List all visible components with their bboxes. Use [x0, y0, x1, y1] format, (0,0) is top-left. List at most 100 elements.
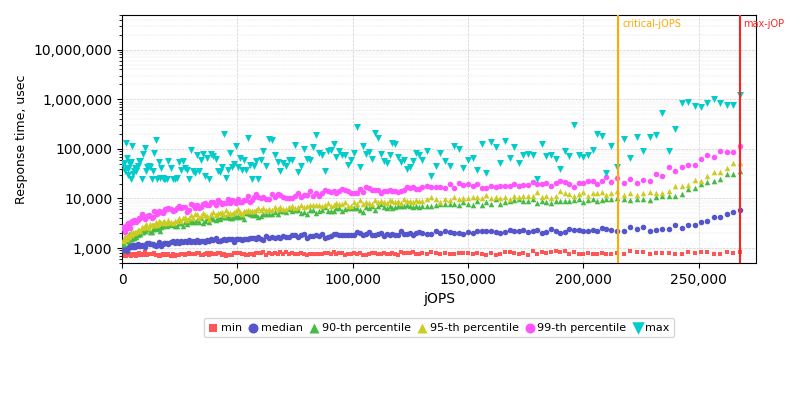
median: [155, 242, 168, 249]
90-th percentile: [656, 192, 669, 199]
90-th percentile: [122, 238, 134, 244]
median: [182, 236, 195, 243]
99-th percentile: [259, 196, 272, 202]
min: [154, 253, 166, 259]
90-th percentile: [582, 197, 594, 203]
max: [150, 137, 162, 144]
median: [618, 228, 630, 234]
90-th percentile: [144, 229, 157, 235]
95-th percentile: [262, 206, 275, 212]
median: [401, 231, 414, 238]
90-th percentile: [682, 186, 694, 192]
min: [207, 251, 220, 257]
90-th percentile: [480, 199, 493, 205]
min: [624, 248, 637, 255]
min: [277, 251, 290, 257]
95-th percentile: [600, 192, 613, 198]
99-th percentile: [498, 183, 511, 189]
min: [131, 252, 144, 258]
90-th percentile: [199, 218, 212, 224]
95-th percentile: [148, 222, 161, 228]
90-th percentile: [123, 234, 136, 240]
95-th percentile: [121, 236, 134, 243]
max: [197, 150, 210, 157]
99-th percentile: [526, 179, 539, 185]
max: [526, 152, 539, 158]
median: [240, 235, 253, 242]
99-th percentile: [209, 202, 222, 208]
99-th percentile: [252, 194, 265, 201]
95-th percentile: [248, 208, 261, 214]
90-th percentile: [415, 203, 428, 209]
99-th percentile: [219, 200, 232, 206]
min: [123, 251, 136, 257]
99-th percentile: [374, 190, 387, 196]
90-th percentile: [207, 216, 220, 222]
95-th percentile: [404, 198, 417, 204]
median: [148, 242, 161, 248]
90-th percentile: [172, 220, 185, 226]
median: [395, 228, 408, 234]
median: [734, 207, 746, 214]
99-th percentile: [586, 178, 599, 184]
95-th percentile: [339, 198, 352, 205]
95-th percentile: [181, 217, 194, 223]
median: [348, 232, 361, 238]
99-th percentile: [199, 200, 212, 206]
min: [701, 249, 714, 255]
99-th percentile: [190, 201, 203, 208]
90-th percentile: [119, 238, 132, 244]
min: [656, 250, 669, 256]
90-th percentile: [462, 201, 474, 208]
min: [219, 253, 232, 259]
median: [386, 230, 399, 237]
99-th percentile: [310, 190, 322, 196]
median: [443, 229, 456, 235]
90-th percentile: [611, 194, 624, 201]
max: [242, 135, 254, 142]
99-th percentile: [205, 199, 218, 205]
90-th percentile: [306, 207, 319, 214]
median: [438, 228, 451, 235]
95-th percentile: [274, 204, 287, 211]
min: [211, 250, 224, 257]
99-th percentile: [203, 201, 216, 208]
min: [257, 249, 270, 256]
90-th percentile: [517, 198, 530, 204]
95-th percentile: [577, 189, 590, 195]
95-th percentile: [605, 190, 618, 196]
median: [624, 224, 637, 230]
median: [185, 239, 198, 245]
min: [127, 250, 140, 257]
min: [380, 251, 393, 257]
median: [650, 227, 662, 233]
95-th percentile: [185, 212, 198, 218]
95-th percentile: [137, 225, 150, 231]
99-th percentile: [392, 188, 405, 195]
99-th percentile: [535, 181, 548, 187]
95-th percentile: [512, 193, 525, 200]
90-th percentile: [466, 202, 479, 208]
99-th percentile: [193, 205, 206, 212]
99-th percentile: [197, 201, 210, 208]
max: [462, 157, 474, 164]
99-th percentile: [130, 218, 142, 225]
95-th percentile: [135, 224, 148, 230]
min: [611, 250, 624, 256]
95-th percentile: [457, 195, 470, 201]
95-th percentile: [443, 197, 456, 203]
min: [135, 252, 148, 258]
median: [526, 228, 539, 234]
min: [348, 250, 361, 256]
99-th percentile: [137, 212, 150, 219]
90-th percentile: [185, 218, 198, 224]
99-th percentile: [226, 197, 238, 203]
median: [374, 230, 387, 236]
90-th percentile: [336, 208, 349, 214]
99-th percentile: [139, 214, 152, 220]
median: [410, 230, 422, 236]
min: [630, 249, 643, 255]
90-th percentile: [156, 223, 169, 229]
median: [508, 228, 521, 234]
99-th percentile: [600, 174, 613, 180]
